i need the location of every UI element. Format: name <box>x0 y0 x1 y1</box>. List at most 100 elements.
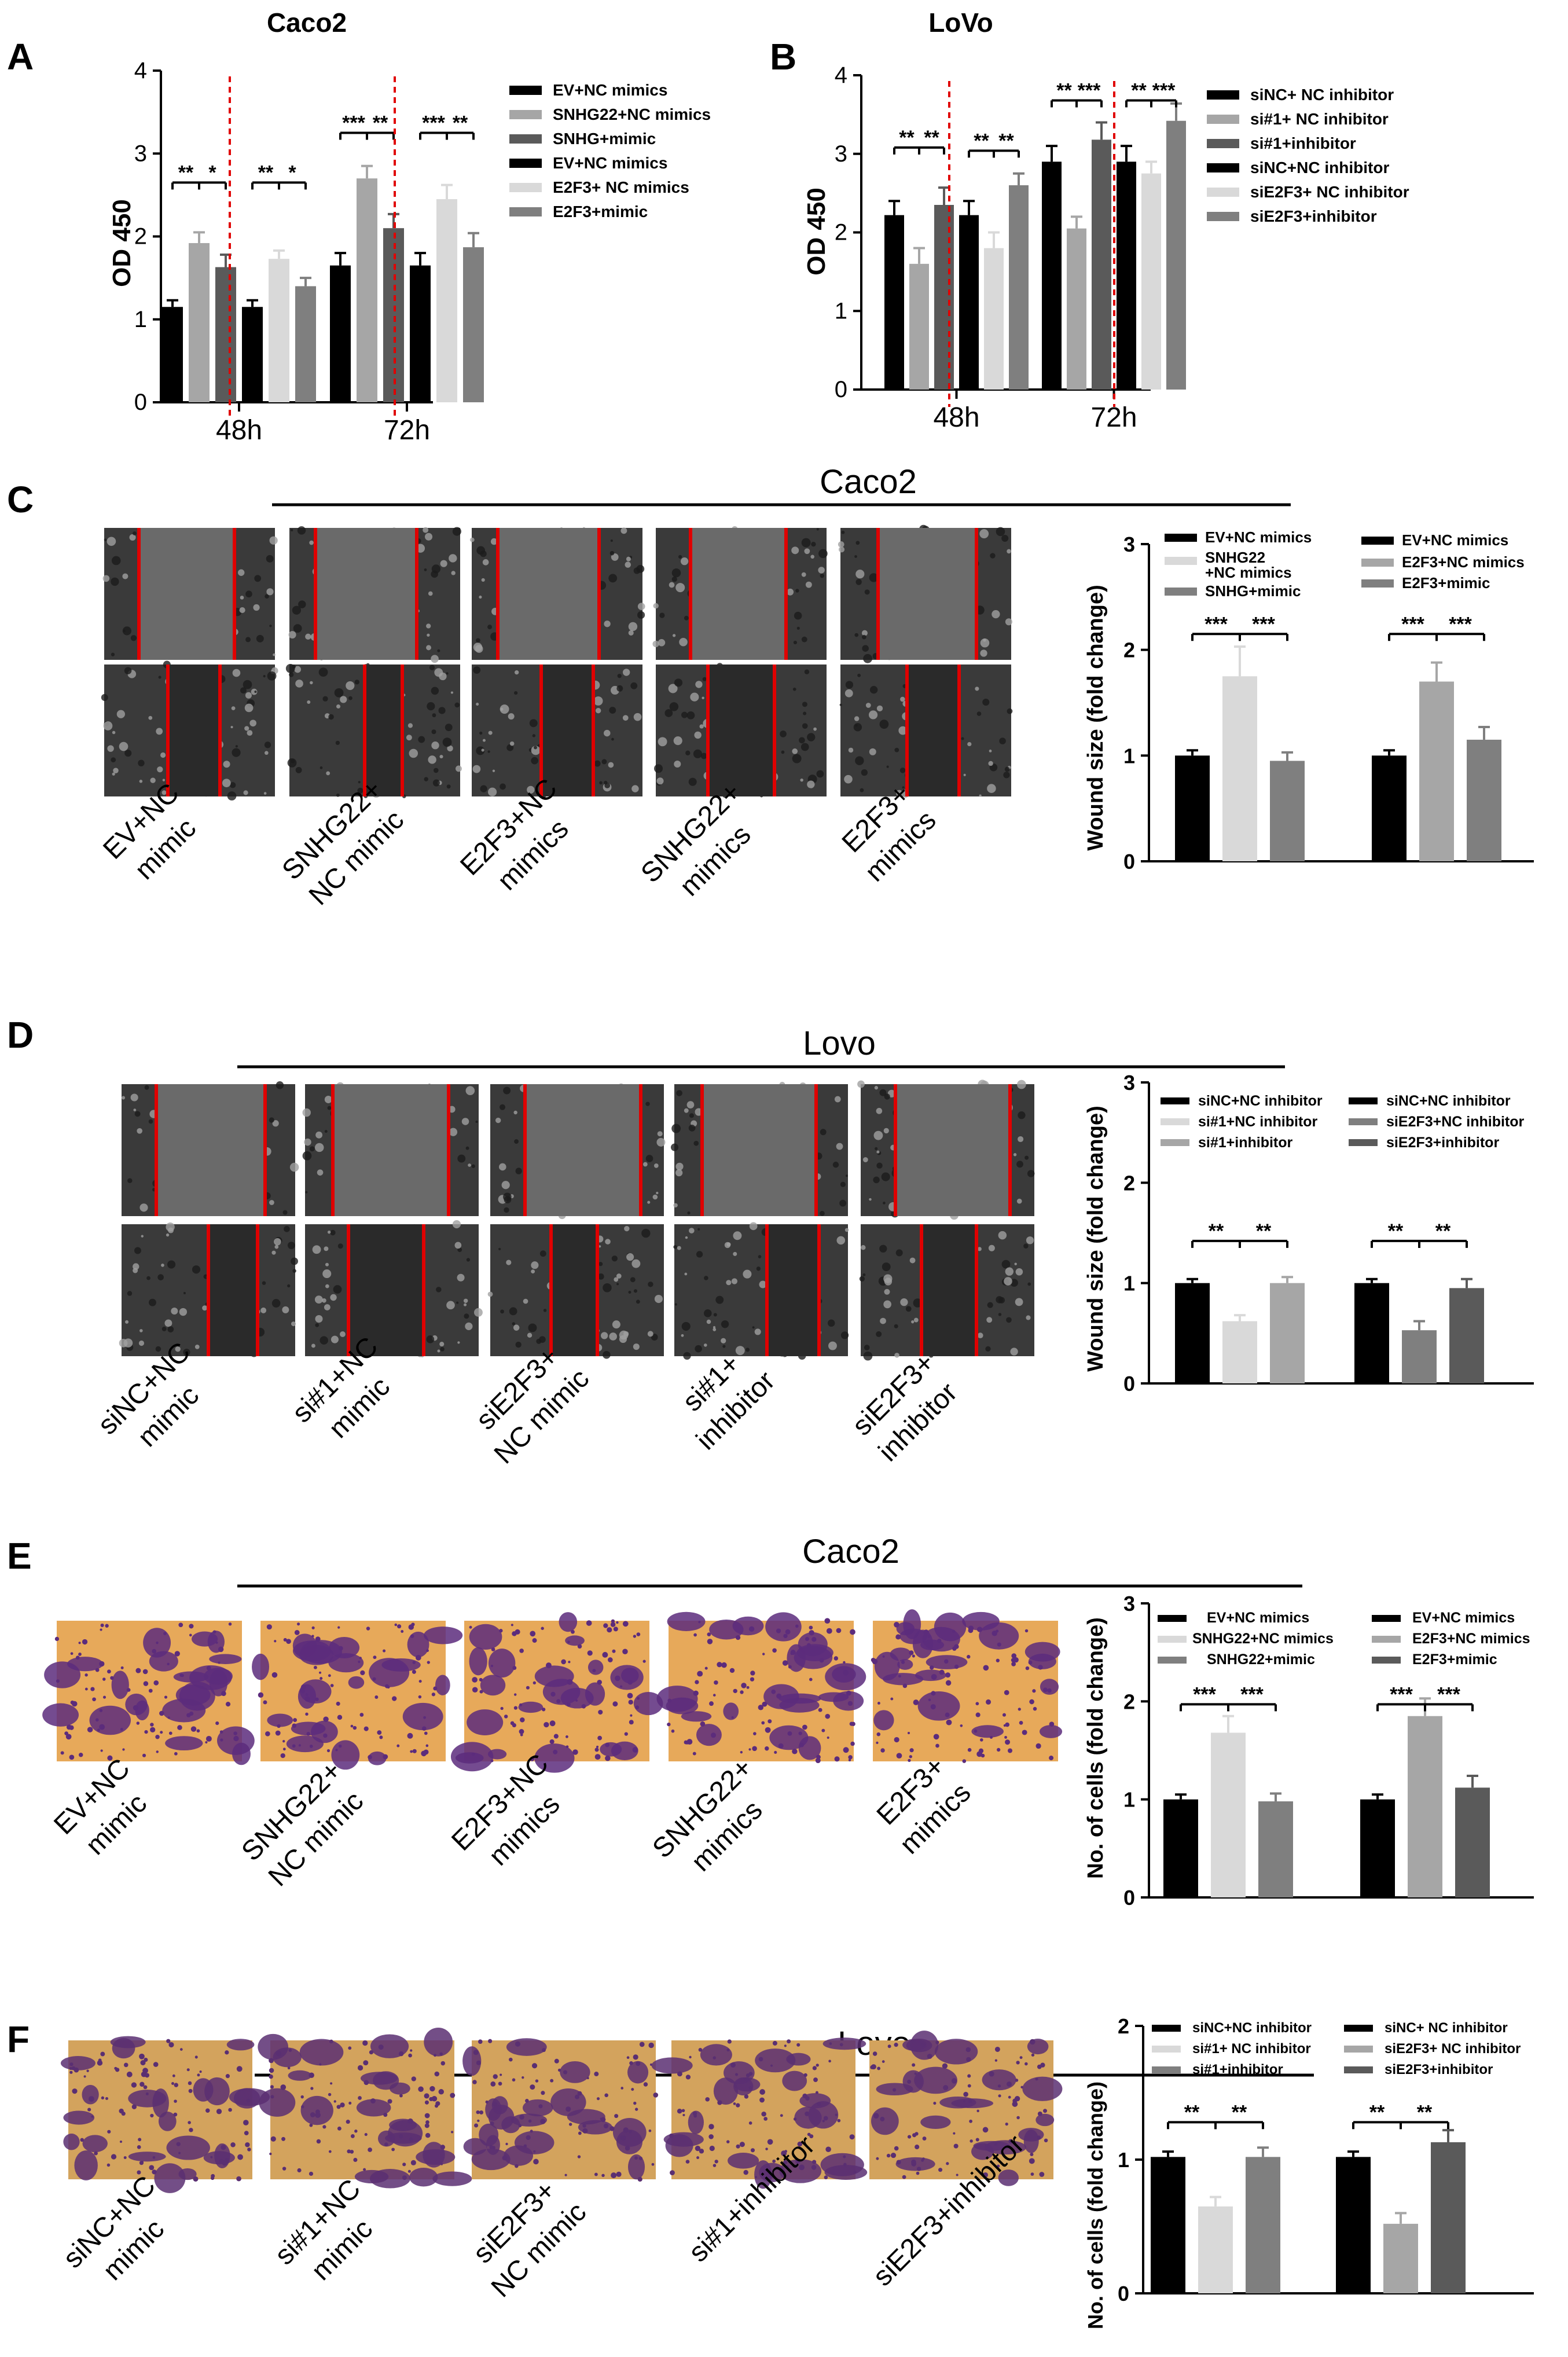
membrane-pore <box>825 1713 831 1719</box>
membrane-pore <box>309 2123 313 2127</box>
membrane-pore <box>717 2100 722 2105</box>
cell-texture <box>144 1085 149 1090</box>
cell-texture <box>302 1108 311 1117</box>
membrane-pore <box>607 1627 612 1633</box>
cell-texture <box>245 590 252 598</box>
membrane-pore <box>796 2043 800 2047</box>
cell-texture <box>107 745 114 752</box>
membrane-pore <box>699 2149 704 2154</box>
membrane-pore <box>424 1731 428 1735</box>
stained-cell <box>920 2115 951 2129</box>
cell-texture <box>653 1163 659 1168</box>
wound-gap <box>702 1084 816 1216</box>
membrane-pore <box>765 1746 769 1751</box>
cell-texture <box>346 681 355 691</box>
cell-texture <box>1013 1153 1017 1157</box>
membrane-pore <box>100 1749 103 1752</box>
membrane-pore <box>538 2104 543 2109</box>
stained-cell <box>906 2039 932 2053</box>
membrane-pore <box>795 2158 800 2164</box>
membrane-pore <box>373 1655 377 1660</box>
membrane-pore <box>871 2064 876 2070</box>
membrane-pore <box>711 1732 717 1738</box>
membrane-pore <box>822 2120 825 2123</box>
wound-gap <box>208 1224 258 1356</box>
cell-texture <box>445 724 453 732</box>
stained-cell <box>288 2070 312 2081</box>
cell-texture <box>855 579 862 585</box>
membrane-pore <box>637 2176 642 2182</box>
stained-cell <box>696 1724 722 1746</box>
cell-texture <box>976 711 982 716</box>
membrane-pore <box>526 1686 530 1690</box>
cell-texture <box>998 1313 1002 1316</box>
y-tick-label: 4 <box>835 63 847 88</box>
membrane-pore <box>748 1748 751 1751</box>
cell-texture <box>287 758 297 768</box>
cell-texture <box>230 726 233 729</box>
membrane-pore <box>474 2123 479 2128</box>
membrane-pore <box>553 1734 559 1739</box>
membrane-pore <box>809 2134 814 2139</box>
cell-texture <box>807 780 815 788</box>
wound-gap <box>767 1224 819 1356</box>
membrane-pore <box>123 2156 127 2160</box>
membrane-pore <box>945 1680 952 1686</box>
cell-texture <box>488 787 497 796</box>
cell-texture <box>657 1131 663 1137</box>
cell-texture <box>645 1102 650 1106</box>
membrane-pore <box>159 1710 164 1716</box>
membrane-pore <box>894 1736 899 1743</box>
significance-label: *** <box>1449 613 1472 635</box>
y-tick-label: 1 <box>134 307 147 332</box>
membrane-pore <box>951 2078 957 2084</box>
cell-texture <box>314 1295 323 1304</box>
membrane-pore <box>522 2076 524 2079</box>
membrane-pore <box>131 2104 137 2109</box>
cell-texture <box>267 671 277 681</box>
cell-texture <box>674 678 683 687</box>
membrane-pore <box>397 1624 402 1629</box>
cell-texture <box>428 755 436 764</box>
stained-cell <box>42 1703 79 1727</box>
cell-texture <box>315 1143 324 1152</box>
panel-b-title: LoVo <box>928 8 993 38</box>
cell-texture <box>857 673 861 677</box>
membrane-pore <box>909 1650 914 1655</box>
membrane-pore <box>582 2128 588 2134</box>
membrane-pore <box>407 1732 413 1739</box>
membrane-pore <box>997 2084 1001 2088</box>
membrane-pore <box>350 2150 354 2154</box>
membrane-pore <box>772 2159 776 2163</box>
stained-cell <box>128 2152 166 2162</box>
membrane-pore <box>762 1653 765 1655</box>
cell-texture <box>628 1291 631 1294</box>
membrane-pore <box>166 2039 171 2043</box>
bar <box>1455 1787 1490 1897</box>
membrane-pore <box>530 1631 536 1637</box>
membrane-pore <box>752 1746 757 1752</box>
panel-letter-d: D <box>7 1014 34 1056</box>
stained-cell <box>173 1671 209 1683</box>
cell-texture <box>996 527 1005 537</box>
membrane-pore <box>815 1757 821 1764</box>
cell-texture <box>982 699 990 706</box>
cell-texture <box>260 1307 267 1313</box>
cell-texture <box>501 1181 510 1189</box>
membrane-pore <box>682 2113 685 2117</box>
membrane-pore <box>328 2092 332 2097</box>
wound-gap <box>551 1224 597 1356</box>
cell-texture <box>122 1096 126 1100</box>
membrane-pore <box>876 1732 881 1736</box>
membrane-pore <box>473 2050 479 2055</box>
membrane-pore <box>835 2113 838 2116</box>
cell-texture <box>664 709 673 717</box>
membrane-pore <box>385 1684 390 1688</box>
membrane-pore <box>983 1665 989 1671</box>
membrane-pore <box>323 1733 328 1738</box>
cell-texture <box>839 1199 847 1207</box>
cell-texture <box>652 640 659 648</box>
membrane-pore <box>812 2066 817 2070</box>
membrane-pore <box>156 1641 159 1644</box>
cell-texture <box>715 1295 724 1304</box>
